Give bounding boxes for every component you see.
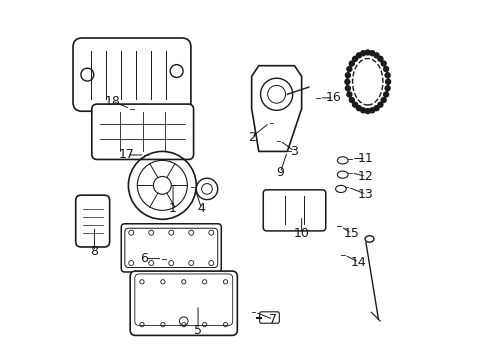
FancyBboxPatch shape xyxy=(263,190,325,231)
Circle shape xyxy=(345,86,350,91)
Ellipse shape xyxy=(337,171,347,178)
Circle shape xyxy=(377,102,382,107)
Circle shape xyxy=(348,98,354,103)
Circle shape xyxy=(352,57,357,61)
Text: 9: 9 xyxy=(276,166,284,179)
Circle shape xyxy=(346,92,351,97)
Circle shape xyxy=(377,57,382,61)
Circle shape xyxy=(345,73,350,78)
Text: 14: 14 xyxy=(350,256,366,269)
FancyBboxPatch shape xyxy=(73,38,190,111)
Circle shape xyxy=(365,109,369,113)
FancyBboxPatch shape xyxy=(135,274,232,325)
Ellipse shape xyxy=(365,236,373,242)
Text: 10: 10 xyxy=(293,227,309,240)
Circle shape xyxy=(383,67,388,72)
Circle shape xyxy=(369,108,374,113)
FancyBboxPatch shape xyxy=(259,312,279,323)
Circle shape xyxy=(385,86,389,91)
Circle shape xyxy=(352,102,357,107)
FancyBboxPatch shape xyxy=(92,104,193,159)
Circle shape xyxy=(360,51,365,56)
Circle shape xyxy=(385,79,390,84)
Text: 3: 3 xyxy=(290,145,298,158)
Circle shape xyxy=(383,92,388,97)
Text: 4: 4 xyxy=(197,202,205,215)
FancyBboxPatch shape xyxy=(130,271,237,336)
Circle shape xyxy=(360,108,365,113)
Text: 1: 1 xyxy=(169,202,177,215)
Circle shape xyxy=(380,98,386,103)
Circle shape xyxy=(385,73,389,78)
Ellipse shape xyxy=(352,59,382,105)
Circle shape xyxy=(380,61,386,66)
Circle shape xyxy=(365,50,369,55)
FancyBboxPatch shape xyxy=(121,224,221,272)
Circle shape xyxy=(348,61,354,66)
Ellipse shape xyxy=(335,185,346,193)
Circle shape xyxy=(369,51,374,56)
Text: 2: 2 xyxy=(247,131,255,144)
Text: 8: 8 xyxy=(90,245,98,258)
Circle shape xyxy=(373,53,378,58)
Text: 7: 7 xyxy=(268,313,277,326)
Text: 16: 16 xyxy=(325,91,341,104)
Text: 6: 6 xyxy=(140,252,148,265)
Circle shape xyxy=(373,105,378,111)
Text: 5: 5 xyxy=(194,324,202,337)
Text: 12: 12 xyxy=(357,170,373,183)
Circle shape xyxy=(346,67,351,72)
Text: 18: 18 xyxy=(104,95,120,108)
Text: 13: 13 xyxy=(357,188,373,201)
FancyBboxPatch shape xyxy=(76,195,109,247)
Text: 17: 17 xyxy=(119,148,134,162)
Circle shape xyxy=(356,105,361,111)
Text: 15: 15 xyxy=(343,227,359,240)
Ellipse shape xyxy=(337,157,347,164)
Circle shape xyxy=(344,79,349,84)
Circle shape xyxy=(356,53,361,58)
FancyBboxPatch shape xyxy=(124,228,217,267)
Text: 11: 11 xyxy=(357,152,373,165)
Ellipse shape xyxy=(346,52,387,111)
Polygon shape xyxy=(251,66,301,152)
